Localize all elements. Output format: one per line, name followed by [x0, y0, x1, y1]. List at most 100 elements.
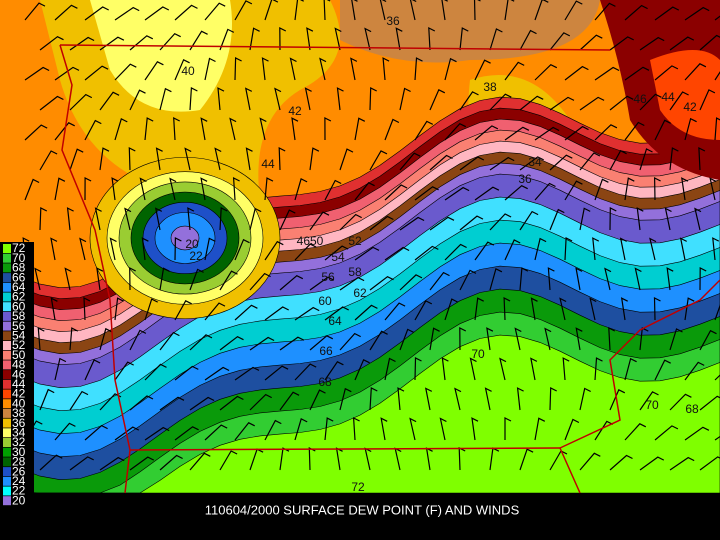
legend-swatch — [3, 447, 11, 457]
contour-label: 38 — [483, 80, 497, 94]
wind-barb — [474, 241, 495, 261]
legend-swatch — [3, 273, 11, 283]
legend-label: 62 — [12, 290, 26, 304]
border — [59, 44, 131, 494]
wind-barb — [519, 448, 534, 471]
field-band — [90, 0, 232, 112]
wind-barb — [24, 66, 50, 81]
wind-barb — [54, 177, 66, 201]
wind-barb — [429, 327, 440, 351]
wind-barb — [306, 27, 314, 51]
wind-barb — [204, 366, 230, 381]
wind-barb — [129, 329, 147, 351]
wind-barb — [94, 207, 102, 231]
wind-barb — [544, 327, 552, 351]
wind-barb — [519, 29, 537, 51]
legend-label: 22 — [12, 484, 26, 498]
wind-barb — [69, 456, 94, 471]
wind-barb — [50, 237, 58, 261]
wind-barb — [564, 237, 573, 261]
field-band — [340, 0, 600, 63]
wind-barb — [174, 300, 192, 321]
wind-barb — [84, 359, 101, 381]
wind-barb — [473, 0, 481, 21]
wind-barb — [339, 387, 352, 411]
wind-barb — [579, 387, 591, 411]
wind-barb — [429, 88, 446, 111]
wind-barb — [219, 28, 235, 51]
field-band — [0, 334, 720, 494]
wind-barb — [259, 117, 267, 141]
wind-barb — [384, 184, 408, 201]
wind-barb — [339, 213, 362, 231]
legend-label: 32 — [12, 435, 26, 449]
wind-barb — [264, 306, 289, 321]
wind-barb — [653, 297, 661, 321]
wind-barb — [334, 27, 342, 51]
wind-barb — [144, 61, 164, 81]
wind-barb — [324, 179, 342, 201]
legend-label: 70 — [12, 251, 26, 265]
wind-barb — [684, 63, 707, 81]
wind-barb — [217, 87, 225, 111]
legend-label: 42 — [12, 387, 26, 401]
wind-barb — [354, 117, 366, 141]
wind-barb — [441, 357, 449, 381]
wind-barb — [669, 456, 695, 471]
wind-barb — [639, 36, 665, 51]
wind-barb — [489, 28, 503, 51]
wind-barb — [474, 297, 484, 321]
wind-barb — [489, 267, 503, 291]
wind-barb — [144, 117, 154, 141]
wind-barb — [469, 357, 477, 381]
legend-swatch — [3, 486, 11, 496]
wind-barb — [486, 327, 494, 351]
wind-barb — [204, 2, 226, 21]
wind-barb — [516, 387, 524, 411]
wind-barb — [489, 156, 515, 171]
field-band — [650, 50, 720, 140]
wind-barb — [99, 147, 110, 171]
wind-barb — [309, 147, 320, 171]
legend-swatch — [3, 457, 11, 467]
wind-barb — [669, 36, 695, 51]
wind-barb — [414, 357, 422, 381]
wind-barb — [352, 416, 360, 441]
contour-label: 60 — [318, 294, 332, 308]
wind-barb — [309, 335, 334, 351]
wind-barb — [609, 454, 633, 471]
wind-barb — [364, 27, 372, 51]
wind-barb — [484, 387, 492, 411]
wind-barb — [414, 57, 423, 81]
wind-barb — [504, 239, 521, 261]
wind-barbs — [19, 0, 720, 471]
wind-barb — [159, 267, 170, 291]
wind-barb — [444, 298, 459, 321]
wind-barb — [279, 274, 304, 291]
wind-barb — [664, 207, 672, 231]
contour-label: 64 — [328, 314, 342, 328]
legend-label: 46 — [12, 367, 26, 381]
wind-barb — [395, 27, 403, 51]
wind-barb — [514, 327, 522, 351]
wind-barb — [200, 177, 208, 201]
wind-barb — [714, 117, 720, 141]
wind-barb — [519, 267, 529, 291]
wind-barb — [699, 395, 720, 411]
wind-barb — [24, 2, 46, 21]
wind-barb — [174, 58, 190, 81]
wind-barb — [384, 118, 400, 141]
wind-barb — [234, 366, 260, 381]
wind-barb — [187, 207, 195, 231]
legend-swatch — [3, 253, 11, 263]
legend-label: 38 — [12, 406, 26, 420]
wind-barb — [609, 36, 634, 51]
wind-barb — [264, 365, 289, 381]
wind-barb — [279, 336, 305, 351]
wind-barb — [564, 125, 589, 141]
wind-barb — [444, 243, 467, 261]
wind-barb — [654, 359, 671, 381]
wind-barb — [575, 267, 583, 291]
wind-barb — [99, 91, 120, 111]
wind-barb — [699, 34, 720, 51]
